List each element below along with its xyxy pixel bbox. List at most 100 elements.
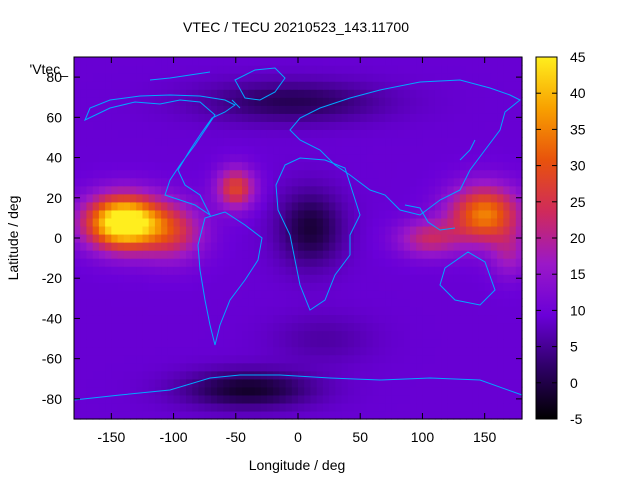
heatmap-cell — [266, 65, 274, 74]
heatmap-cell — [123, 145, 131, 155]
heatmap-cell — [80, 129, 88, 139]
heatmap-cell — [136, 354, 144, 364]
heatmap-cell — [179, 145, 187, 155]
heatmap-cell — [453, 314, 461, 324]
heatmap-cell — [422, 145, 430, 155]
heatmap-cell — [223, 185, 231, 195]
heatmap-cell — [173, 394, 181, 404]
heatmap-cell — [74, 209, 81, 219]
heatmap-cell — [161, 153, 168, 163]
heatmap-cell — [441, 330, 448, 340]
heatmap-cell — [428, 145, 436, 155]
heatmap-cell — [428, 282, 436, 291]
heatmap-cell — [279, 121, 287, 130]
heatmap-cell — [92, 105, 100, 114]
heatmap-cell — [167, 330, 175, 340]
heatmap-cell — [391, 105, 399, 114]
heatmap-cell — [154, 193, 162, 203]
heatmap-cell — [441, 258, 448, 267]
heatmap-cell — [347, 346, 355, 356]
heatmap-cell — [441, 338, 448, 348]
heatmap-cell — [204, 402, 212, 412]
heatmap-cell — [273, 314, 280, 324]
heatmap-cell — [366, 362, 374, 372]
heatmap-cell — [385, 242, 392, 251]
heatmap-cell — [111, 73, 119, 82]
heatmap-cell — [329, 81, 336, 90]
heatmap-cell — [447, 402, 455, 412]
heatmap-cell — [391, 97, 399, 106]
heatmap-cell — [310, 129, 318, 139]
heatmap-cell — [360, 290, 368, 299]
heatmap-cell — [304, 225, 312, 235]
heatmap-cell — [391, 314, 399, 324]
heatmap-cell — [111, 97, 119, 106]
heatmap-cell — [242, 105, 249, 114]
heatmap-cell — [260, 410, 268, 420]
heatmap-cell — [111, 233, 119, 243]
heatmap-cell — [117, 258, 125, 267]
heatmap-cell — [111, 89, 119, 98]
heatmap-cell — [242, 330, 249, 340]
heatmap-cell — [360, 306, 368, 316]
heatmap-cell — [466, 266, 473, 275]
heatmap-cell — [447, 137, 455, 147]
heatmap-cell — [105, 225, 112, 235]
heatmap-cell — [80, 97, 88, 106]
heatmap-cell — [242, 402, 249, 412]
heatmap-cell — [304, 402, 312, 412]
heatmap-cell — [515, 370, 523, 380]
heatmap-cell — [291, 81, 299, 90]
colorbar-tick-label: 0 — [570, 375, 578, 391]
x-tick-label: -150 — [97, 429, 125, 445]
heatmap-cell — [74, 65, 81, 74]
heatmap-cell — [403, 394, 411, 404]
heatmap-cell — [453, 73, 461, 82]
heatmap-cell — [266, 105, 274, 114]
heatmap-cell — [204, 258, 212, 267]
heatmap-cell — [167, 370, 175, 380]
heatmap-cell — [316, 354, 324, 364]
heatmap-cell — [217, 266, 224, 275]
heatmap-cell — [366, 121, 374, 130]
heatmap-cell — [167, 217, 175, 227]
heatmap-cell — [173, 209, 181, 219]
heatmap-cell — [441, 242, 448, 251]
heatmap-cell — [136, 250, 144, 259]
heatmap-cell — [472, 394, 480, 404]
heatmap-cell — [347, 89, 355, 98]
heatmap-cell — [397, 290, 405, 299]
heatmap-cell — [229, 306, 237, 316]
heatmap-cell — [148, 394, 156, 404]
heatmap-cell — [391, 73, 399, 82]
heatmap-cell — [117, 338, 125, 348]
heatmap-cell — [98, 386, 106, 396]
heatmap-cell — [123, 89, 131, 98]
heatmap-cell — [416, 113, 424, 122]
heatmap-cell — [210, 370, 218, 380]
heatmap-cell — [490, 201, 498, 211]
heatmap-cell — [304, 209, 312, 219]
heatmap-cell — [248, 322, 256, 332]
heatmap-cell — [478, 129, 486, 139]
heatmap-cell — [186, 242, 193, 251]
heatmap-cell — [98, 394, 106, 404]
heatmap-cell — [248, 282, 256, 291]
heatmap-cell — [316, 81, 324, 90]
heatmap-cell — [235, 233, 243, 243]
heatmap-cell — [161, 242, 168, 251]
heatmap-cell — [291, 290, 299, 299]
heatmap-cell — [285, 282, 293, 291]
heatmap-cell — [167, 129, 175, 139]
heatmap-cell — [179, 89, 187, 98]
heatmap-cell — [484, 105, 492, 114]
heatmap-cell — [509, 250, 517, 259]
heatmap-cell — [117, 370, 125, 380]
heatmap-cell — [466, 282, 473, 291]
heatmap-cell — [497, 410, 504, 420]
heatmap-cell — [186, 169, 193, 179]
heatmap-cell — [80, 354, 88, 364]
heatmap-cell — [192, 129, 200, 139]
heatmap-cell — [341, 97, 349, 106]
heatmap-cell — [291, 225, 299, 235]
